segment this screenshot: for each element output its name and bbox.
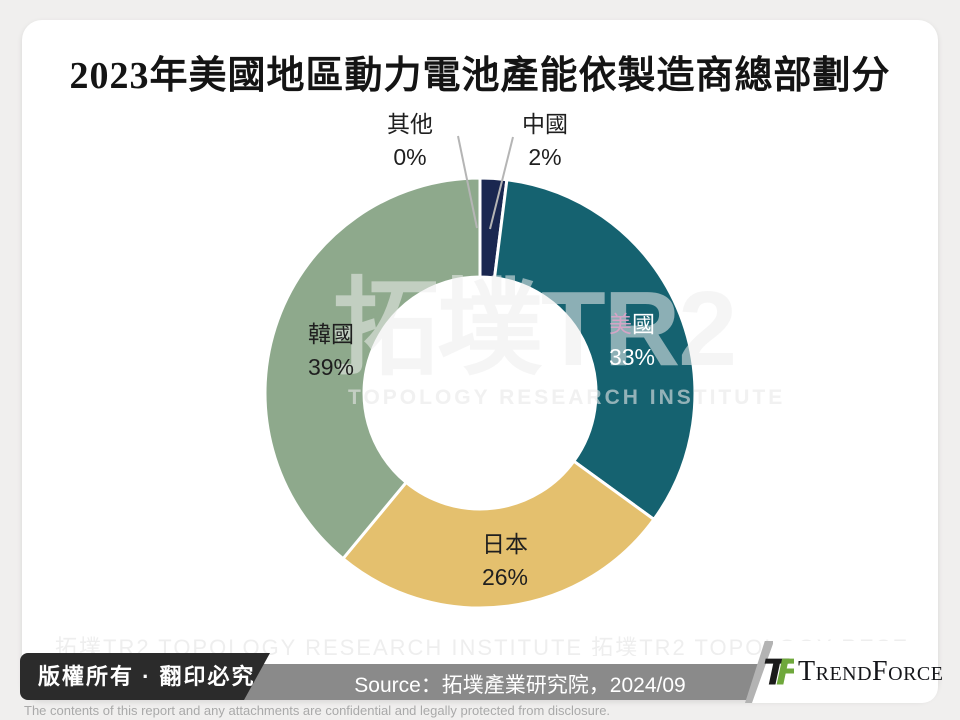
slice-label-korea: 韓國 39%	[308, 318, 354, 384]
disclaimer-text: The contents of this report and any atta…	[24, 703, 611, 718]
trendforce-logo: T F TrendForce	[762, 651, 958, 693]
slice-label-other: 其他 0%	[387, 108, 433, 174]
slice-label-korea-pct: 39%	[307, 354, 355, 380]
logo-panel	[773, 641, 938, 703]
chart-title: 2023年美國地區動力電池產能依製造商總部劃分	[69, 55, 891, 97]
slice-label-usa-name: 美國	[608, 311, 655, 337]
leader-line-other	[457, 135, 478, 229]
slice-label-china-name: 中國	[522, 111, 568, 137]
copyright-badge: 版權所有 · 翻印必究	[20, 653, 270, 700]
pie-slice-韓國	[263, 176, 482, 561]
leader-line-china	[489, 136, 514, 230]
copyright-text: 版權所有 · 翻印必究	[38, 664, 256, 689]
slice-label-other-name: 其他	[387, 111, 433, 137]
slice-label-china: 中國 2%	[522, 108, 568, 174]
slice-label-japan: 日本 26%	[482, 528, 528, 594]
trendforce-wordmark: TrendForce	[798, 656, 944, 687]
slice-label-other-pct: 0%	[393, 144, 427, 170]
source-bar	[230, 664, 775, 700]
slice-label-usa: 美國 33%	[609, 308, 655, 374]
trendforce-logo-icon: T F	[762, 653, 794, 691]
source-text: Source：拓墣產業研究院，2024/09	[354, 674, 686, 697]
slice-label-japan-name: 日本	[481, 531, 528, 557]
slice-label-japan-pct: 26%	[481, 564, 529, 590]
pie-slice-美國	[492, 178, 697, 522]
slice-label-korea-name: 韓國	[307, 321, 354, 347]
slice-label-china-pct: 2%	[528, 144, 562, 170]
slice-label-usa-pct: 33%	[608, 344, 656, 370]
pie-slice-日本	[340, 459, 656, 610]
